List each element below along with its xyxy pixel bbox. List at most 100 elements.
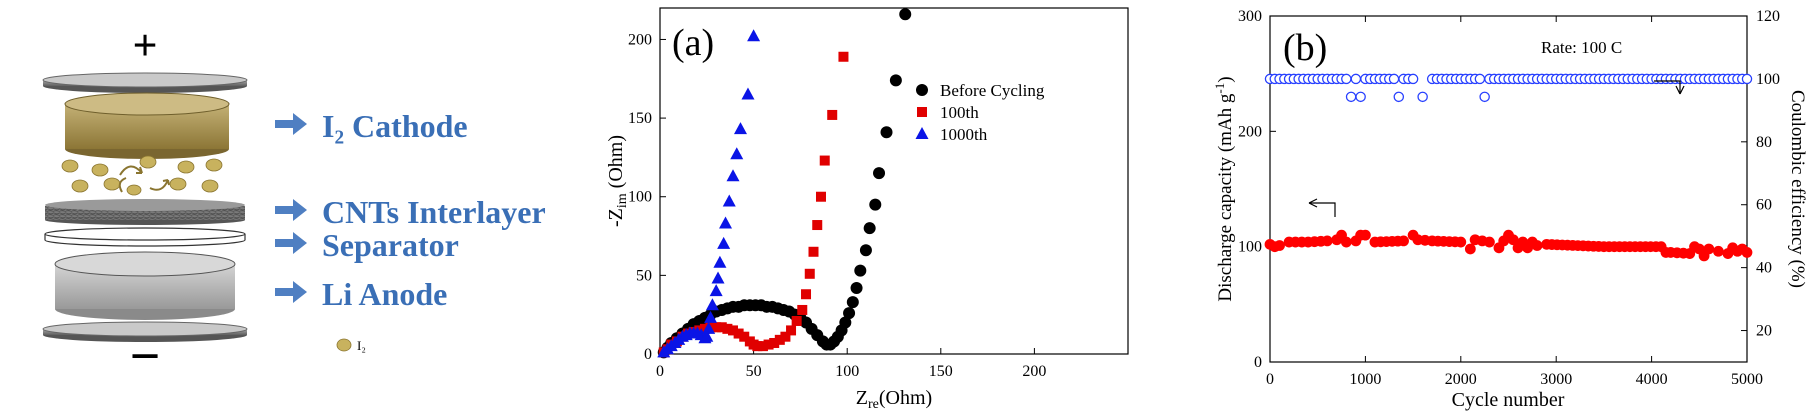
chart-a-y-axis-label: -Zim (Ohm) xyxy=(605,135,630,227)
data-point xyxy=(774,334,785,345)
data-point xyxy=(711,322,722,333)
top-current-collector xyxy=(42,72,248,93)
y-tick-label: 200 xyxy=(628,31,652,48)
data-point xyxy=(1741,73,1753,85)
arrow-right-icon xyxy=(275,232,307,254)
cathode-label: I₂ Cathode xyxy=(322,108,468,144)
cathode-label-row: I₂ Cathode xyxy=(275,108,468,144)
series-0 xyxy=(1264,229,1753,262)
x-tick-label: 5000 xyxy=(1731,371,1763,388)
data-point xyxy=(1531,240,1543,251)
y-tick-label: 0 xyxy=(1254,354,1262,371)
anode-label: Li Anode xyxy=(322,276,447,312)
x-tick-label: 0 xyxy=(1266,371,1274,388)
chart-b-right-y-axis-label: Coulombic efficiency (%) xyxy=(1787,90,1808,288)
data-point xyxy=(716,322,727,333)
data-point xyxy=(1484,236,1495,248)
cnt-interlayer-disk xyxy=(45,199,245,225)
data-point xyxy=(1274,240,1285,251)
data-point xyxy=(850,281,863,294)
chart-a-nyquist: (a) 0 50 100 150 200 0 50 100 150 200 Before Cyc… xyxy=(605,7,1129,412)
data-point xyxy=(899,8,912,21)
data-point xyxy=(722,323,733,334)
data-point xyxy=(1474,73,1486,85)
separator-disk xyxy=(44,227,246,247)
data-point xyxy=(869,198,882,211)
chart-b-x-axis: 0 1000 2000 3000 4000 5000 xyxy=(1266,16,1763,388)
data-point xyxy=(752,341,763,352)
data-point xyxy=(739,331,750,342)
legend-marker xyxy=(915,127,929,139)
y-tick-label: 300 xyxy=(1238,8,1262,25)
data-point xyxy=(722,194,736,207)
series-1 xyxy=(658,51,849,358)
data-point xyxy=(1340,236,1352,248)
x-tick-label: 2000 xyxy=(1445,371,1477,388)
data-point xyxy=(719,216,733,229)
x-tick-label: 4000 xyxy=(1636,371,1668,388)
right-y-tick-label: 80 xyxy=(1756,134,1772,151)
iodine-legend: I₂ xyxy=(336,338,366,353)
lithium-anode-disk xyxy=(54,251,236,320)
data-point xyxy=(863,222,876,235)
data-point xyxy=(889,74,902,87)
left-axis-pointer-icon xyxy=(1309,202,1336,217)
chart-b-panel-label: (b) xyxy=(1283,27,1327,69)
data-point xyxy=(1479,91,1490,103)
x-tick-label: 3000 xyxy=(1540,371,1572,388)
data-point xyxy=(843,307,856,320)
legend-marker xyxy=(917,107,927,117)
data-point xyxy=(1393,91,1405,103)
data-point xyxy=(815,191,826,202)
right-y-tick-label: 60 xyxy=(1756,197,1772,214)
data-point xyxy=(801,289,812,300)
chart-b-cycling: (b) Rate: 100 C 0 1000 2000 3000 4000 5000 0 1… xyxy=(1212,8,1808,411)
data-point xyxy=(713,255,727,268)
data-point xyxy=(741,87,755,100)
y-tick-label: 200 xyxy=(1238,123,1262,140)
chart-b-right-y-axis: 20 40 60 80 100 120 xyxy=(1741,8,1780,340)
arrow-right-icon xyxy=(275,281,307,303)
y-tick-label: 50 xyxy=(636,267,652,284)
data-point xyxy=(747,29,761,42)
data-point xyxy=(880,126,893,139)
data-point xyxy=(780,331,791,342)
x-tick-label: 0 xyxy=(656,363,664,380)
arrow-right-icon xyxy=(275,199,307,221)
chart-b-plot-frame xyxy=(1269,15,1748,363)
chart-b-data-points xyxy=(1264,73,1753,262)
arrow-right-icon xyxy=(275,113,307,135)
data-point xyxy=(717,236,731,249)
positive-terminal-symbol: + xyxy=(132,21,157,70)
negative-terminal-symbol: − xyxy=(130,326,161,386)
data-point xyxy=(757,341,768,352)
data-point xyxy=(827,109,838,120)
data-point xyxy=(733,328,744,339)
data-point xyxy=(791,315,802,326)
shuttle-arrows-icon xyxy=(118,165,170,193)
data-point xyxy=(854,264,867,277)
data-point xyxy=(859,244,872,257)
data-point xyxy=(726,169,740,182)
data-point xyxy=(804,268,815,279)
data-point xyxy=(728,325,739,336)
chart-b-left-y-axis-label: Discharge capacity (mAh g-1) xyxy=(1212,76,1236,301)
separator-label: Separator xyxy=(322,227,459,263)
data-point xyxy=(838,51,849,62)
x-tick-label: 100 xyxy=(835,363,859,380)
data-point xyxy=(1388,73,1400,85)
data-point xyxy=(1703,243,1715,255)
chart-b-rate-annotation: Rate: 100 C xyxy=(1541,38,1622,57)
data-point xyxy=(1355,91,1366,103)
chart-b-x-axis-label: Cycle number xyxy=(1452,389,1565,411)
data-point xyxy=(733,122,747,135)
arrowhead-left-icon xyxy=(1308,198,1318,208)
data-point xyxy=(769,337,780,348)
legend-label: 100th xyxy=(940,103,979,122)
data-point xyxy=(704,310,718,323)
data-point xyxy=(700,329,714,342)
data-point xyxy=(1464,243,1476,255)
right-y-tick-label: 100 xyxy=(1756,71,1780,88)
